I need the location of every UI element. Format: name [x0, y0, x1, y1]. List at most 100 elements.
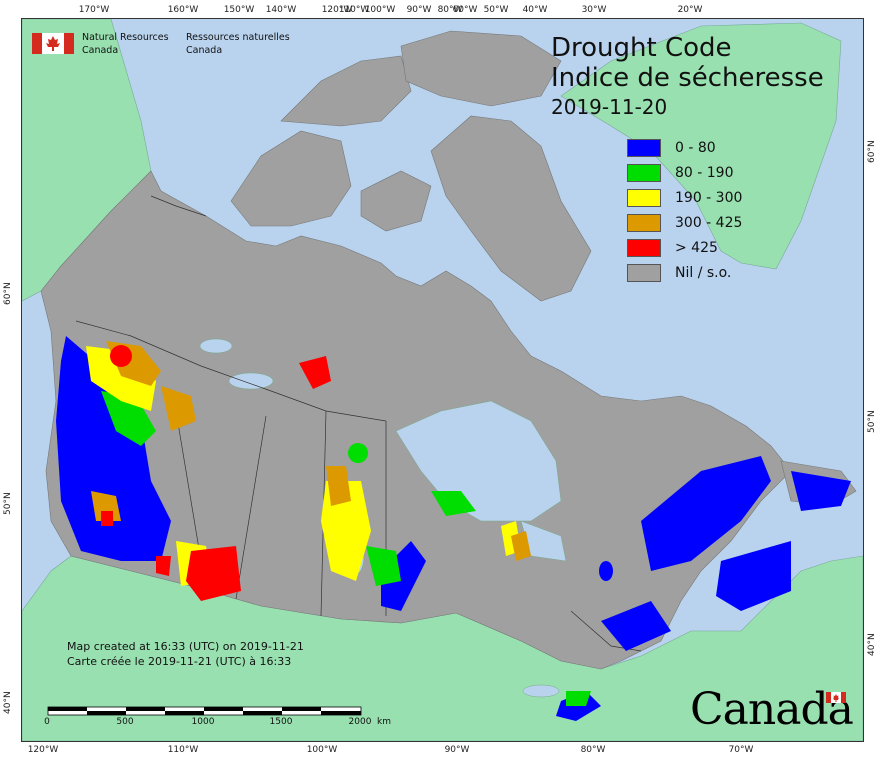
graticule-right-label: 60°N [867, 140, 877, 163]
legend-item: 190 - 300 [627, 185, 742, 210]
scale-bar-segment [87, 711, 126, 715]
map-title: Drought Code Indice de sécheresse 2019-1… [551, 33, 824, 121]
graticule-top-label: 150°W [223, 5, 255, 15]
graticule-top-label: 40°W [522, 5, 548, 15]
drought-gt-425-areas [101, 345, 331, 601]
graticule-top-label: 60°W [452, 5, 478, 15]
legend-item: 0 - 80 [627, 135, 742, 160]
graticule-top-label: 30°W [581, 5, 607, 15]
legend-item: Nil / s.o. [627, 260, 742, 285]
saskatchewan-area [321, 481, 371, 581]
quebec-labrador-area [641, 456, 771, 571]
graticule-top-label: 160°W [167, 5, 199, 15]
gaspe-area [716, 541, 791, 611]
title-en: Drought Code [551, 33, 732, 63]
great-bear-lake [199, 338, 233, 354]
legend-label: Nil / s.o. [675, 264, 732, 281]
quebec-south-area [601, 601, 671, 651]
scale-bar-segment [126, 707, 165, 711]
legend-swatch [627, 213, 661, 232]
baffin-island [430, 115, 592, 302]
legend-swatch [627, 138, 661, 157]
ontario-west-area [381, 541, 426, 611]
wordmark-flag-icon [826, 692, 846, 703]
scale-label: 1000 [191, 717, 215, 727]
graticule-top-label: 20°W [677, 5, 703, 15]
legend: 0 - 80 80 - 190 190 - 300 300 - 425 > 42… [627, 135, 742, 285]
graticule-top-label: 110°W [338, 5, 370, 15]
alberta-red-area [186, 546, 241, 601]
boundary-yt-nt [150, 195, 207, 217]
graticule-top-label: 90°W [406, 5, 432, 15]
graticule-right-label: 50°N [867, 410, 877, 433]
graticule-right-label: 40°N [867, 633, 877, 656]
canada-land [40, 30, 857, 670]
greenland-land [560, 22, 842, 270]
graticule-left-label: 60°N [3, 282, 13, 305]
scale-bar-segment [243, 711, 282, 715]
boundary-60n [75, 320, 387, 422]
neighbouring-land [22, 19, 863, 741]
canada-mainland [40, 170, 792, 670]
credit-fr: Carte créée le 2019-11-21 (UTC) à 16:33 [67, 655, 292, 668]
bc-interior-red-area [101, 511, 113, 526]
victoria-island [230, 130, 352, 227]
nwt-red-area [299, 356, 331, 389]
scale-label: 2000 [348, 717, 372, 727]
yukon-red-area [110, 345, 132, 367]
ontario-green-area [566, 691, 591, 706]
scale-label: 1500 [269, 717, 293, 727]
graticule-top-label: 80°W [437, 5, 463, 15]
graticule-bottom-label: 70°W [728, 745, 754, 755]
legend-label: 300 - 425 [675, 214, 743, 231]
scale-bar-segment [204, 707, 243, 711]
yukon-area [86, 346, 156, 411]
quebec-spot-area [599, 561, 613, 581]
agency-name-en-line1: Natural Resources [82, 32, 169, 43]
scale-bar-segment [282, 707, 321, 711]
legend-item: 300 - 425 [627, 210, 742, 235]
graticule-top-label: 100°W [364, 5, 396, 15]
bc-north-area [101, 391, 156, 446]
graticule-left-label: 50°N [3, 492, 13, 515]
map-frame [21, 18, 864, 742]
graticule-bottom-label: 90°W [444, 745, 470, 755]
drought-300-425-areas [91, 341, 531, 561]
agency-name-en-line2: Canada [82, 45, 119, 56]
legend-swatch [627, 238, 661, 257]
bc-coastal-area [56, 336, 171, 561]
graticule-top-label: 170°W [78, 5, 110, 15]
lake-huron [522, 684, 560, 698]
map-credits: Map created at 16:33 (UTC) on 2019-11-21… [67, 639, 304, 669]
ellesmere-island [400, 30, 562, 107]
legend-swatch [627, 188, 661, 207]
scale-bar-segment [48, 707, 87, 711]
manitoba-area [366, 546, 401, 586]
boundary-on-qc [570, 610, 642, 652]
legend-swatch [627, 263, 661, 282]
graticule-bottom-label: 100°W [306, 745, 338, 755]
legend-label: 80 - 190 [675, 164, 734, 181]
title-fr: Indice de sécheresse [551, 63, 824, 93]
hudson-west-area [431, 491, 476, 516]
graticule-bottom-label: 80°W [580, 745, 606, 755]
great-slave-lake [228, 372, 274, 390]
map-date: 2019-11-20 [551, 95, 668, 119]
graticule-bottom-label: 110°W [167, 745, 199, 755]
scale-bar [47, 706, 362, 716]
graticule-top-label: 120°W [321, 5, 353, 15]
graticule-top-label: 140°W [265, 5, 297, 15]
legend-swatch [627, 163, 661, 182]
legend-label: 0 - 80 [675, 139, 716, 156]
nwt-area [161, 386, 196, 431]
canada-flag-icon [32, 33, 74, 54]
drought-80-190-areas [101, 391, 591, 706]
scale-bar-segment [165, 711, 204, 715]
scale-bar-segment [321, 711, 361, 715]
legend-item: 80 - 190 [627, 160, 742, 185]
legend-item: > 425 [627, 235, 742, 260]
somerset-island [360, 170, 432, 232]
scale-unit: km [377, 717, 391, 727]
graticule-bottom-label: 120°W [27, 745, 59, 755]
bc-interior-area [91, 491, 121, 521]
